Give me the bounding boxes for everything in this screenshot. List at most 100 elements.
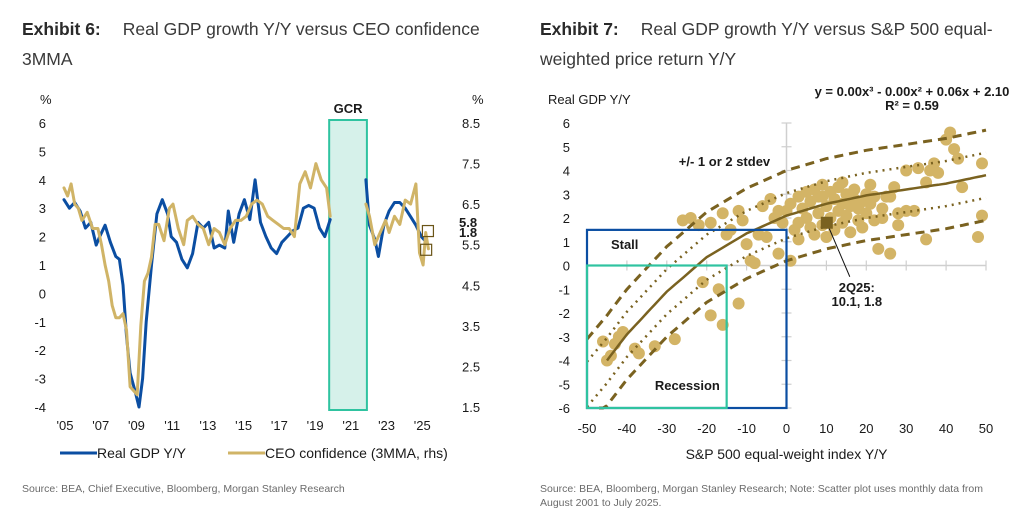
- scatter-point: [748, 257, 761, 270]
- scatter-point: [772, 204, 785, 217]
- exhibit-7-title: Exhibit 7: Real GDP growth Y/Y versus S&P…: [540, 14, 1020, 74]
- line-chart: GCR% % 6 5 4 3 2 1 0 -1 -2 -3 -4 8.5 7.5 6.5 5.5 4.5 3.5 2.…: [34, 92, 484, 461]
- y-tick-label: -6: [558, 401, 570, 416]
- y-tick-label: 2: [563, 211, 570, 226]
- left-y-tick-label: -4: [34, 400, 46, 415]
- exhibit-7-label: Exhibit 7:: [540, 19, 619, 39]
- exhibit-7-title-text: Real GDP growth Y/Y versus S&P 500 equal…: [540, 19, 993, 69]
- highlight-marker-2q25: [820, 216, 833, 229]
- x-tick-label: 50: [979, 421, 993, 436]
- x-tick-label: '07: [92, 418, 109, 433]
- scatter-point: [632, 347, 645, 360]
- left-y-tick-label: -1: [34, 315, 46, 330]
- left-y-tick-label: 5: [39, 144, 46, 159]
- stall-label: Stall: [611, 237, 638, 252]
- x-tick-label: '09: [128, 418, 145, 433]
- left-y-tick-label: 4: [39, 173, 46, 188]
- scatter-point: [868, 190, 881, 203]
- scatter-point: [756, 200, 769, 213]
- right-y-tick-label: 1.5: [462, 400, 480, 415]
- scatter-point: [928, 157, 941, 170]
- x-tick-label: '19: [307, 418, 324, 433]
- scatter-point: [900, 164, 913, 177]
- scatter-point: [704, 309, 717, 322]
- scatter-point: [732, 204, 745, 217]
- x-tick-label: '23: [378, 418, 395, 433]
- fit-equation: y = 0.00x³ - 0.00x² + 0.06x + 2.10: [815, 84, 1010, 99]
- scatter-point: [816, 190, 829, 203]
- exhibit-6-title-text: Real GDP growth Y/Y versus CEO confidenc…: [22, 19, 480, 69]
- scatter-point: [952, 152, 965, 165]
- left-y-tick-label: 3: [39, 201, 46, 216]
- recession-box: [585, 264, 728, 410]
- scatter-point: [597, 335, 609, 348]
- scatter-point: [616, 326, 629, 338]
- left-y-tick-label: 2: [39, 230, 46, 245]
- scatter-point: [692, 219, 705, 232]
- y-tick-label: -5: [558, 377, 570, 392]
- x-tick-label: 0: [783, 421, 790, 436]
- x-tick-label: 30: [899, 421, 913, 436]
- exhibit-7-source: Source: BEA, Bloomberg, Morgan Stanley R…: [540, 483, 983, 509]
- x-axis-title: S&P 500 equal-weight index Y/Y: [686, 446, 889, 462]
- exhibit-6-title: Exhibit 6: Real GDP growth Y/Y versus CEO…: [22, 14, 502, 74]
- scatter-point: [772, 247, 785, 260]
- scatter-point: [856, 221, 869, 234]
- scatter-point: [884, 247, 897, 260]
- y-tick-label: -3: [558, 330, 570, 345]
- scatter-point: [760, 231, 773, 243]
- exhibit-6-panel: Exhibit 6: Real GDP growth Y/Y versus CEO…: [22, 14, 502, 495]
- scatter-point: [836, 176, 849, 189]
- right-y-tick-label: 2.5: [462, 359, 480, 374]
- y-tick-label: 3: [563, 187, 570, 202]
- scatter-point: [932, 166, 945, 179]
- x-tick-label: -30: [657, 421, 676, 436]
- left-axis-unit: %: [40, 92, 52, 107]
- recession-label: Recession: [655, 378, 720, 393]
- exhibit-6-source: Source: BEA, Chief Executive, Bloomberg,…: [22, 483, 345, 495]
- scatter-point: [976, 157, 988, 170]
- scatter-point: [740, 238, 753, 251]
- scatter-point: [876, 202, 889, 215]
- x-tick-label: 20: [859, 421, 873, 436]
- scatter-point: [808, 228, 821, 241]
- legend-gdp-label: Real GDP Y/Y: [97, 445, 187, 461]
- scatter-point: [848, 183, 861, 196]
- x-tick-label: -40: [618, 421, 637, 436]
- x-tick-label: '15: [235, 418, 252, 433]
- scatter-point: [948, 143, 961, 156]
- right-axis-unit: %: [472, 92, 484, 107]
- x-tick-label: '17: [271, 418, 288, 433]
- gdp-end-value: 1.8: [459, 225, 477, 240]
- scatter-point: [892, 219, 905, 232]
- scatter-point: [920, 233, 933, 246]
- scatter-point: [732, 297, 745, 310]
- ceo-end-marker: [421, 224, 435, 238]
- r-squared: R² = 0.59: [885, 98, 939, 113]
- scatter-point: [792, 216, 805, 229]
- gcr-shaded-region: [328, 119, 368, 411]
- left-y-tick-label: -3: [34, 372, 46, 387]
- scatter-point: [716, 207, 729, 220]
- x-tick-label: -50: [578, 421, 597, 436]
- x-tick-label: '13: [199, 418, 216, 433]
- scatter-point: [668, 333, 681, 346]
- scatter-point: [648, 340, 661, 353]
- scatter-point: [812, 207, 825, 220]
- scatter-point: [956, 181, 969, 194]
- scatter-point: [736, 214, 749, 227]
- scatter-point: [696, 276, 709, 289]
- scatter-point: [704, 216, 717, 229]
- scatter-point: [876, 212, 889, 224]
- x-tick-label: '05: [57, 418, 74, 433]
- y-tick-label: 4: [563, 164, 570, 179]
- highlight-value: 10.1, 1.8: [831, 294, 882, 309]
- left-y-tick-label: 1: [39, 258, 46, 273]
- y-tick-label: 0: [563, 259, 570, 274]
- y-tick-label: -1: [558, 282, 570, 297]
- y-tick-label: 1: [563, 235, 570, 250]
- band-label: +/- 1 or 2 stdev: [679, 154, 771, 169]
- gcr-label: GCR: [334, 101, 364, 116]
- right-y-tick-label: 7.5: [462, 157, 480, 172]
